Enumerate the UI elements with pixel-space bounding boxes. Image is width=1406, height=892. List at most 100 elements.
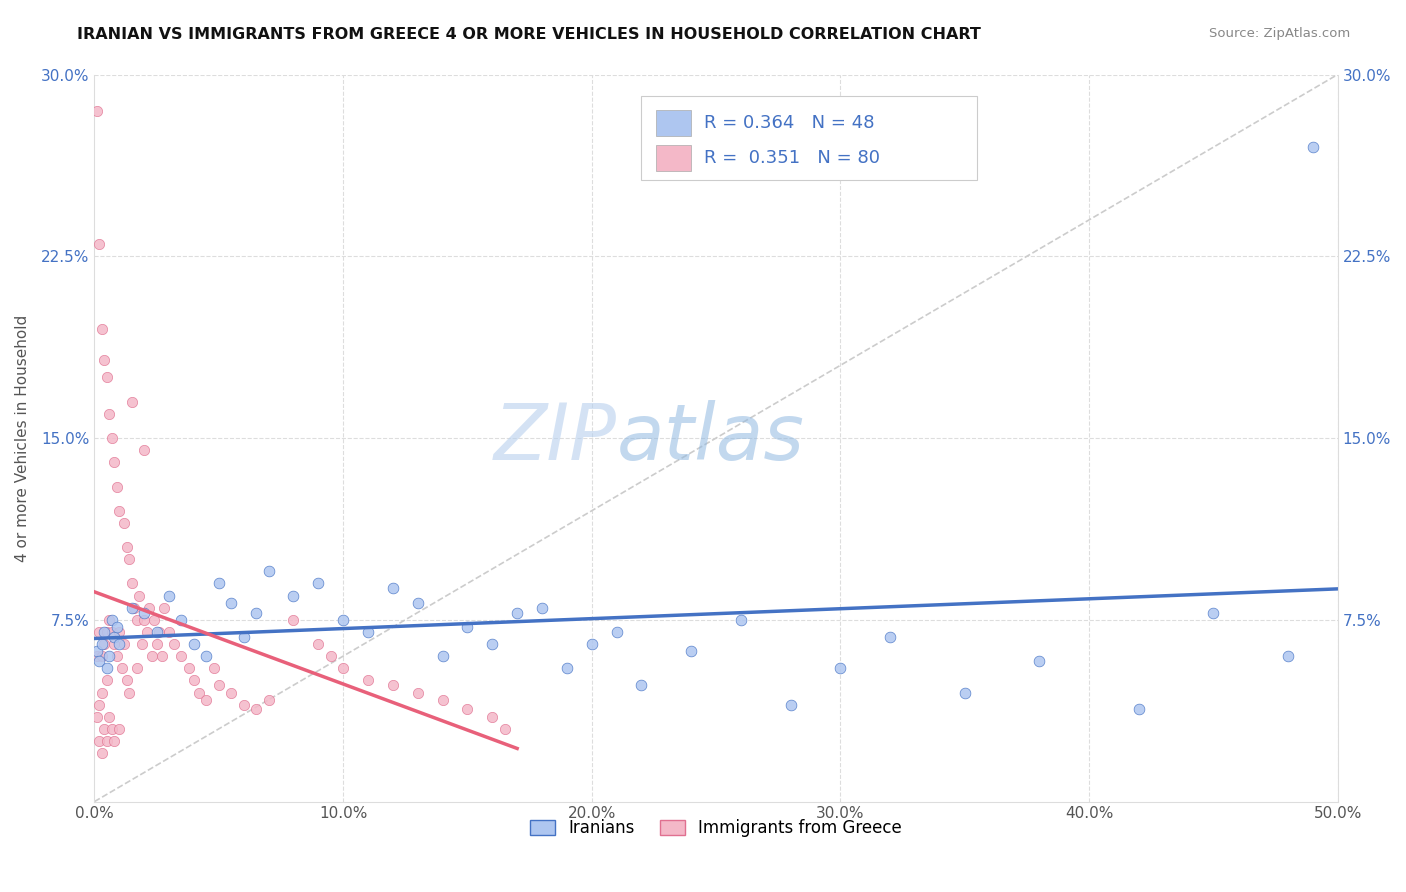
FancyBboxPatch shape — [657, 145, 692, 171]
Point — [307, 576, 329, 591]
Point — [125, 661, 148, 675]
Point — [730, 613, 752, 627]
Point — [108, 624, 131, 639]
Point — [332, 613, 354, 627]
Point — [121, 394, 143, 409]
Point — [530, 600, 553, 615]
Point — [103, 630, 125, 644]
Point — [257, 693, 280, 707]
Point — [96, 661, 118, 675]
Point — [96, 673, 118, 688]
FancyBboxPatch shape — [657, 110, 692, 136]
Point — [319, 649, 342, 664]
Point — [96, 624, 118, 639]
Point — [506, 606, 529, 620]
Point — [1302, 140, 1324, 154]
Point — [332, 661, 354, 675]
Point — [101, 624, 124, 639]
Point — [779, 698, 801, 712]
Text: Source: ZipAtlas.com: Source: ZipAtlas.com — [1209, 27, 1350, 40]
Point — [830, 661, 852, 675]
Point — [96, 734, 118, 748]
Point — [93, 353, 115, 368]
Point — [103, 455, 125, 469]
Point — [208, 678, 231, 692]
Point — [134, 606, 156, 620]
Point — [122, 600, 145, 615]
Point — [481, 710, 503, 724]
Point — [148, 624, 170, 639]
Point — [93, 722, 115, 736]
Point — [219, 685, 242, 699]
Point — [1128, 702, 1150, 716]
Point — [307, 637, 329, 651]
Point — [153, 600, 176, 615]
Point — [93, 637, 115, 651]
Legend: Iranians, Immigrants from Greece: Iranians, Immigrants from Greece — [523, 813, 908, 844]
Point — [245, 702, 267, 716]
Point — [90, 322, 112, 336]
Point — [555, 661, 578, 675]
Point — [89, 237, 111, 252]
Point — [157, 589, 180, 603]
Point — [245, 606, 267, 620]
Point — [108, 722, 131, 736]
Point — [98, 407, 121, 421]
Point — [90, 685, 112, 699]
Point — [90, 637, 112, 651]
Point — [232, 630, 254, 644]
Point — [121, 600, 143, 615]
Point — [89, 624, 111, 639]
Point — [98, 710, 121, 724]
Point — [581, 637, 603, 651]
Point — [103, 637, 125, 651]
Point — [103, 734, 125, 748]
Point — [138, 600, 160, 615]
Point — [606, 624, 628, 639]
Point — [90, 649, 112, 664]
Point — [118, 552, 141, 566]
Point — [219, 596, 242, 610]
Point — [98, 649, 121, 664]
Point — [145, 637, 167, 651]
Text: R =  0.351   N = 80: R = 0.351 N = 80 — [703, 149, 880, 167]
Point — [89, 654, 111, 668]
Point — [357, 624, 380, 639]
Point — [208, 576, 231, 591]
FancyBboxPatch shape — [641, 96, 977, 180]
Point — [406, 596, 429, 610]
Point — [125, 613, 148, 627]
Point — [163, 637, 186, 651]
Point — [381, 582, 404, 596]
Point — [115, 673, 138, 688]
Point — [283, 613, 305, 627]
Text: ZIP: ZIP — [494, 400, 617, 476]
Point — [432, 649, 454, 664]
Point — [111, 661, 134, 675]
Point — [105, 649, 128, 664]
Point — [86, 710, 108, 724]
Point — [112, 516, 135, 530]
Point — [1028, 654, 1050, 668]
Text: atlas: atlas — [617, 400, 804, 476]
Point — [141, 649, 163, 664]
Point — [170, 613, 193, 627]
Point — [128, 589, 150, 603]
Point — [89, 734, 111, 748]
Point — [953, 685, 976, 699]
Point — [232, 698, 254, 712]
Point — [108, 504, 131, 518]
Point — [183, 637, 205, 651]
Point — [1202, 606, 1225, 620]
Point — [115, 540, 138, 554]
Point — [86, 644, 108, 658]
Point — [157, 624, 180, 639]
Point — [96, 370, 118, 384]
Point — [105, 479, 128, 493]
Point — [131, 637, 153, 651]
Point — [134, 443, 156, 458]
Point — [98, 613, 121, 627]
Point — [456, 620, 478, 634]
Point — [481, 637, 503, 651]
Point — [283, 589, 305, 603]
